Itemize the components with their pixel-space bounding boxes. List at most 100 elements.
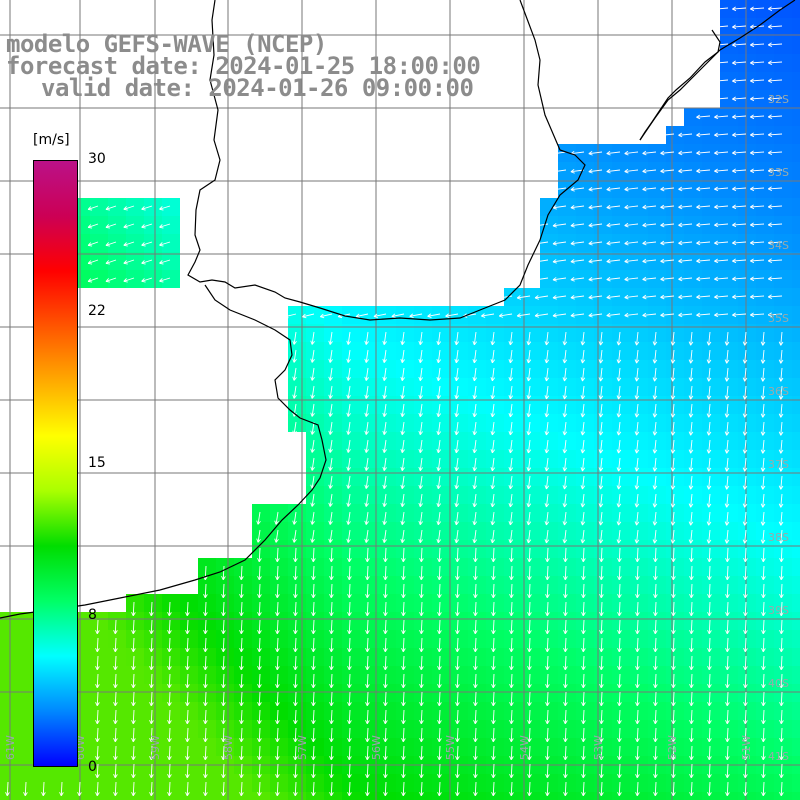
wind-speed-cell	[486, 486, 504, 504]
wind-arrow-head	[204, 738, 208, 743]
wind-arrow-head	[670, 521, 674, 526]
wind-arrow-head	[87, 242, 92, 246]
wind-arrow	[294, 745, 297, 760]
wind-arrow-head	[347, 503, 351, 507]
wind-arrow-head	[311, 467, 315, 471]
wind-arrow-head	[508, 485, 511, 490]
wind-speed-cell	[360, 432, 378, 450]
wind-arrow	[714, 313, 729, 316]
wind-speed-cell	[342, 774, 360, 792]
wind-arrow-head	[624, 315, 629, 318]
wind-arrow-head	[708, 413, 712, 418]
wind-arrow-head	[257, 538, 261, 543]
wind-arrow-head	[419, 557, 422, 562]
wind-arrow-head	[364, 520, 367, 525]
colorbar-tick-15: 15	[88, 455, 106, 471]
wind-arrow-head	[706, 467, 710, 472]
wind-arrow	[726, 349, 729, 364]
wind-arrow-head	[725, 719, 728, 724]
wind-arrow-head	[582, 503, 586, 508]
wind-arrow-head	[113, 737, 116, 742]
wind-arrow	[564, 565, 567, 580]
wind-arrow	[564, 655, 567, 670]
wind-arrow	[564, 709, 567, 724]
wind-arrow-head	[455, 503, 460, 508]
wind-arrow-head	[330, 648, 334, 653]
wind-arrow-head	[185, 683, 188, 688]
wind-arrow-head	[724, 539, 728, 544]
wind-arrow	[527, 385, 531, 399]
wind-arrow	[419, 331, 423, 345]
wind-arrow	[528, 547, 531, 562]
wind-arrow	[141, 205, 153, 210]
wind-speed-cell	[342, 486, 360, 504]
wind-arrow	[672, 637, 675, 652]
wind-speed-cell	[504, 468, 522, 486]
wind-arrow	[660, 241, 675, 244]
wind-speed-cell	[774, 90, 792, 108]
wind-arrow-head	[562, 359, 565, 364]
wind-speed-cell	[720, 612, 738, 630]
wind-arrow-head	[744, 431, 748, 436]
wind-arrow-head	[455, 683, 458, 688]
wind-arrow-head	[366, 666, 370, 671]
wind-speed-cell	[720, 792, 738, 800]
wind-speed-cell	[432, 648, 450, 666]
wind-arrow	[222, 583, 225, 598]
wind-speed-cell	[792, 288, 800, 306]
wind-arrow-head	[616, 503, 619, 508]
wind-arrow	[582, 529, 585, 544]
wind-arrow	[654, 349, 657, 364]
wind-speed-cell	[342, 360, 360, 378]
wind-speed-cell	[756, 162, 774, 180]
wind-arrow-head	[257, 557, 260, 562]
wind-arrow	[732, 7, 747, 10]
wind-speed-cell	[576, 216, 594, 234]
wind-speed-cell	[792, 396, 800, 414]
wind-arrow-head	[491, 737, 494, 742]
wind-speed-cell	[720, 0, 738, 18]
wind-arrow-head	[708, 558, 712, 563]
wind-arrow-head	[420, 594, 424, 599]
wind-speed-cell	[558, 558, 576, 576]
wind-speed-cell	[738, 594, 756, 612]
wind-arrow-head	[762, 449, 766, 454]
wind-arrow-head	[149, 791, 152, 796]
wind-arrow	[293, 349, 297, 363]
wind-speed-cell	[468, 738, 486, 756]
wind-arrow	[744, 331, 747, 346]
wind-arrow-head	[276, 774, 280, 779]
wind-arrow-head	[642, 315, 647, 318]
wind-arrow-head	[660, 260, 665, 264]
wind-arrow-head	[472, 394, 475, 400]
wind-arrow	[690, 331, 693, 346]
wind-arrow	[678, 187, 693, 190]
wind-arrow-head	[320, 313, 324, 318]
wind-arrow-head	[418, 520, 421, 525]
wind-arrow-head	[544, 359, 547, 364]
wind-arrow	[204, 655, 207, 670]
wind-arrow-head	[582, 666, 586, 671]
wind-arrow	[474, 781, 477, 796]
wind-arrow-head	[714, 80, 719, 84]
wind-arrow	[696, 133, 711, 136]
wind-arrow	[708, 385, 711, 400]
wind-arrow-head	[544, 449, 547, 454]
wind-arrow	[222, 673, 225, 688]
wind-speed-cell	[396, 792, 414, 800]
wind-arrow-head	[149, 737, 152, 742]
wind-arrow	[114, 619, 117, 634]
wind-arrow	[456, 601, 459, 616]
wind-speed-cell	[342, 738, 360, 756]
wind-arrow-head	[528, 612, 532, 617]
wind-arrow-head	[635, 557, 638, 562]
wind-arrow-head	[491, 755, 494, 760]
wind-arrow	[708, 511, 711, 526]
wind-speed-cell	[756, 720, 774, 738]
wind-arrow-head	[420, 738, 424, 743]
wind-speed-cell	[774, 270, 792, 288]
wind-arrow	[618, 691, 621, 706]
wind-speed-cell	[342, 648, 360, 666]
wind-arrow	[383, 367, 387, 381]
wind-arrow	[750, 259, 765, 262]
